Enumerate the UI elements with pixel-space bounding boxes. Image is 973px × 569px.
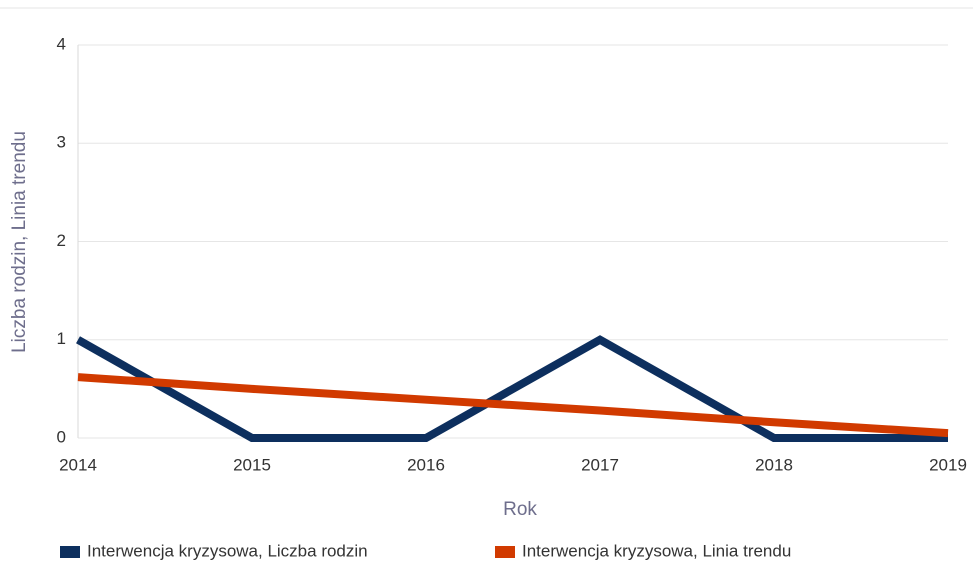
legend-swatch [60, 546, 80, 558]
x-tick-label: 2016 [407, 455, 445, 474]
x-tick-label: 2018 [755, 455, 793, 474]
series-line [77, 373, 949, 438]
x-tick-label: 2019 [929, 455, 967, 474]
legend-label: Interwencja kryzysowa, Liczba rodzin [87, 541, 368, 560]
legend-label: Interwencja kryzysowa, Linia trendu [522, 541, 791, 560]
y-tick-label: 3 [57, 133, 66, 152]
y-tick-label: 0 [57, 427, 66, 446]
legend-swatch [495, 546, 515, 558]
y-tick-label: 1 [57, 329, 66, 348]
x-tick-label: 2017 [581, 455, 619, 474]
x-tick-label: 2015 [233, 455, 271, 474]
y-tick-label: 4 [57, 34, 66, 53]
y-axis-title: Liczba rodzin, Linia trendu [9, 131, 30, 353]
x-tick-label: 2014 [59, 455, 97, 474]
series-line [76, 335, 948, 442]
y-tick-label: 2 [57, 231, 66, 250]
x-axis-title: Rok [503, 499, 537, 520]
